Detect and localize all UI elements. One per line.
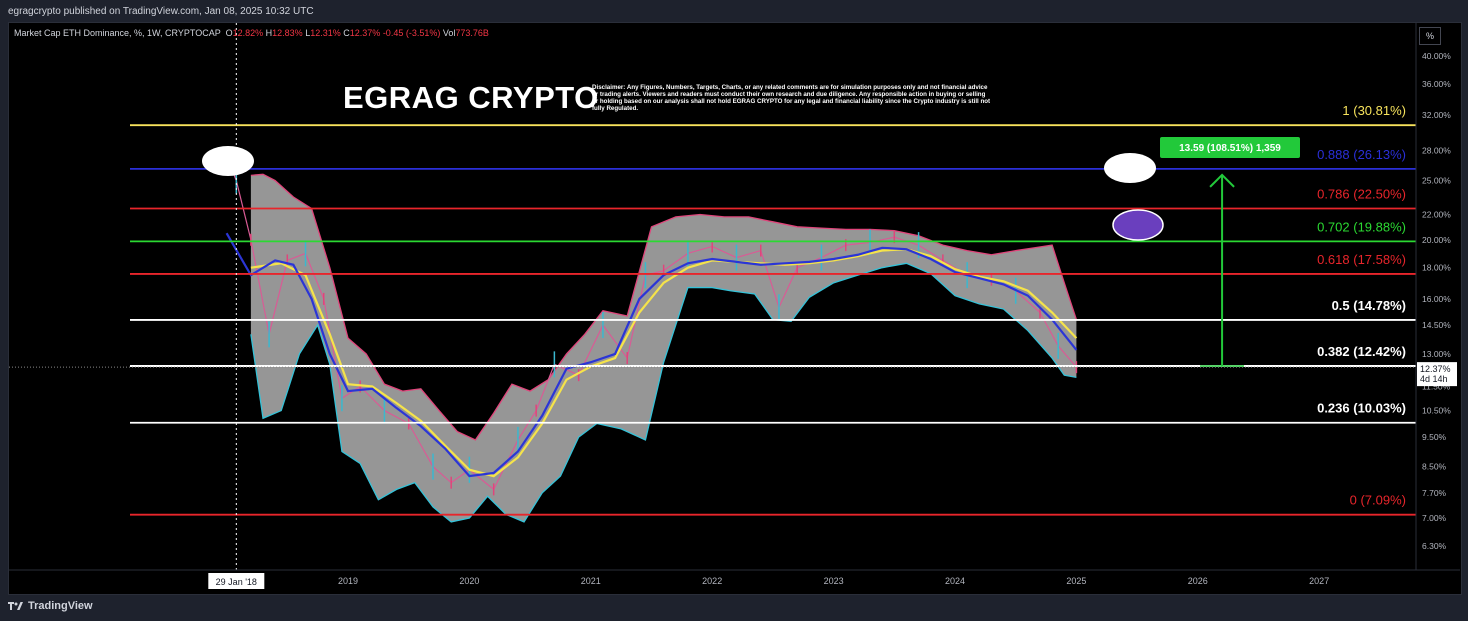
target-arrow-head: [1209, 173, 1235, 188]
x-tick-label: 2021: [581, 576, 601, 586]
legend-symbol: Market Cap ETH Dominance, %, 1W, CRYPTOC…: [14, 28, 221, 38]
y-tick-label: 16.00%: [1422, 294, 1451, 304]
annotations-layer: 13.59 (108.51%) 1,359: [202, 23, 1300, 570]
current-time-label: 4d 14h: [1420, 374, 1448, 384]
legend-close-value: 12.37%: [349, 28, 381, 38]
x-tick-label: 2023: [824, 576, 844, 586]
y-tick-label: 6.30%: [1422, 541, 1447, 551]
fib-label-7: 0.236 (10.03%): [1317, 401, 1406, 416]
x-tick-label: 2022: [702, 576, 722, 586]
x-tick-label: 2024: [945, 576, 965, 586]
highlight-ellipse-purple: [1112, 209, 1164, 241]
footer: TradingView: [8, 600, 93, 612]
target-label-box: [1160, 137, 1300, 158]
y-tick-label: 13.00%: [1422, 349, 1451, 359]
symbol-legend: Market Cap ETH Dominance, %, 1W, CRYPTOC…: [14, 28, 489, 38]
series-layer: [225, 149, 1078, 496]
band-fill: [250, 174, 1077, 522]
disclaimer-text: Disclaimer: Any Figures, Numbers, Target…: [592, 84, 991, 113]
y-tick-label: 22.00%: [1422, 209, 1451, 219]
legend-volume-value: 773.76B: [455, 28, 489, 38]
y-tick-label: 25.00%: [1422, 176, 1451, 186]
y-tick-label: 7.70%: [1422, 488, 1447, 498]
y-tick-label: 9.50%: [1422, 432, 1447, 442]
ma-slow-line: [250, 248, 1078, 478]
fib-label-5: 0.5 (14.78%): [1332, 298, 1406, 313]
x-tick-label: 2020: [459, 576, 479, 586]
y-tick-label: 20.00%: [1422, 235, 1451, 245]
y-tick-label: 11.50%: [1422, 381, 1451, 391]
y-tick-label: 28.00%: [1422, 146, 1451, 156]
percent-scale-button[interactable]: %: [1419, 27, 1441, 45]
legend-high-label: H: [265, 28, 273, 38]
x-tick-label: 2019: [338, 576, 358, 586]
fibonacci-levels: 1 (30.81%) 0.888 (26.13%) 0.786 (22.50%) 0.…: [9, 103, 1416, 516]
highlight-ellipse-top-left: [202, 146, 254, 176]
legend-close-label: C: [343, 28, 350, 38]
x-tick-label: 2027: [1309, 576, 1329, 586]
legend-volume-label: Vol: [442, 28, 456, 38]
legend-open-value: 12.82%: [232, 28, 264, 38]
ma-fast-line: [225, 232, 1078, 478]
fib-label-6: 0.382 (12.42%): [1317, 344, 1406, 359]
y-tick-label: 32.00%: [1422, 110, 1451, 120]
footer-brand: TradingView: [28, 600, 93, 612]
y-tick-label: 7.00%: [1422, 513, 1447, 523]
current-price-tag: [1417, 362, 1457, 387]
legend-low-label: L: [305, 28, 311, 38]
x-tick-label: 2025: [1066, 576, 1086, 586]
fib-label-4: 0.618 (17.58%): [1317, 252, 1406, 267]
fib-label-1: 0.888 (26.13%): [1317, 147, 1406, 162]
legend-high-value: 12.83%: [272, 28, 303, 38]
published-info: egragcrypto published on TradingView.com…: [8, 6, 314, 17]
axes-layer: 40.00% 36.00% 32.00% 28.00% 25.00% 22.00% 20.0…: [9, 23, 1460, 589]
tradingview-logo-icon: [8, 602, 23, 610]
current-price-label: 12.37%: [1420, 364, 1451, 374]
crosshair-date-label: 29 Jan '18: [216, 577, 257, 587]
fib-label-3: 0.702 (19.88%): [1317, 219, 1406, 234]
bollinger-band-layer: [250, 173, 1078, 523]
brand-title: EGRAG CRYPTO: [343, 80, 599, 115]
legend-low-value: 12.31%: [310, 28, 341, 38]
y-tick-label: 14.50%: [1422, 320, 1451, 330]
y-tick-label: 18.00%: [1422, 263, 1451, 273]
legend-change: -0.45 (-3.51%): [382, 28, 441, 38]
fib-label-0: 1 (30.81%): [1342, 103, 1406, 118]
y-tick-label: 10.50%: [1422, 406, 1451, 416]
x-tick-label: 2026: [1188, 576, 1208, 586]
y-tick-label: 36.00%: [1422, 79, 1451, 89]
chart-pane[interactable]: [8, 22, 1462, 595]
highlight-ellipse-target: [1104, 153, 1156, 183]
crosshair-date-box: [208, 573, 265, 589]
fib-label-2: 0.786 (22.50%): [1317, 187, 1406, 202]
y-tick-label: 8.50%: [1422, 462, 1447, 472]
y-tick-label: 40.00%: [1422, 51, 1451, 61]
fib-label-8: 0 (7.09%): [1350, 493, 1406, 508]
legend-open-label: O: [225, 28, 233, 38]
target-label: 13.59 (108.51%) 1,359: [1179, 143, 1281, 154]
band-upper-line: [250, 173, 1078, 441]
